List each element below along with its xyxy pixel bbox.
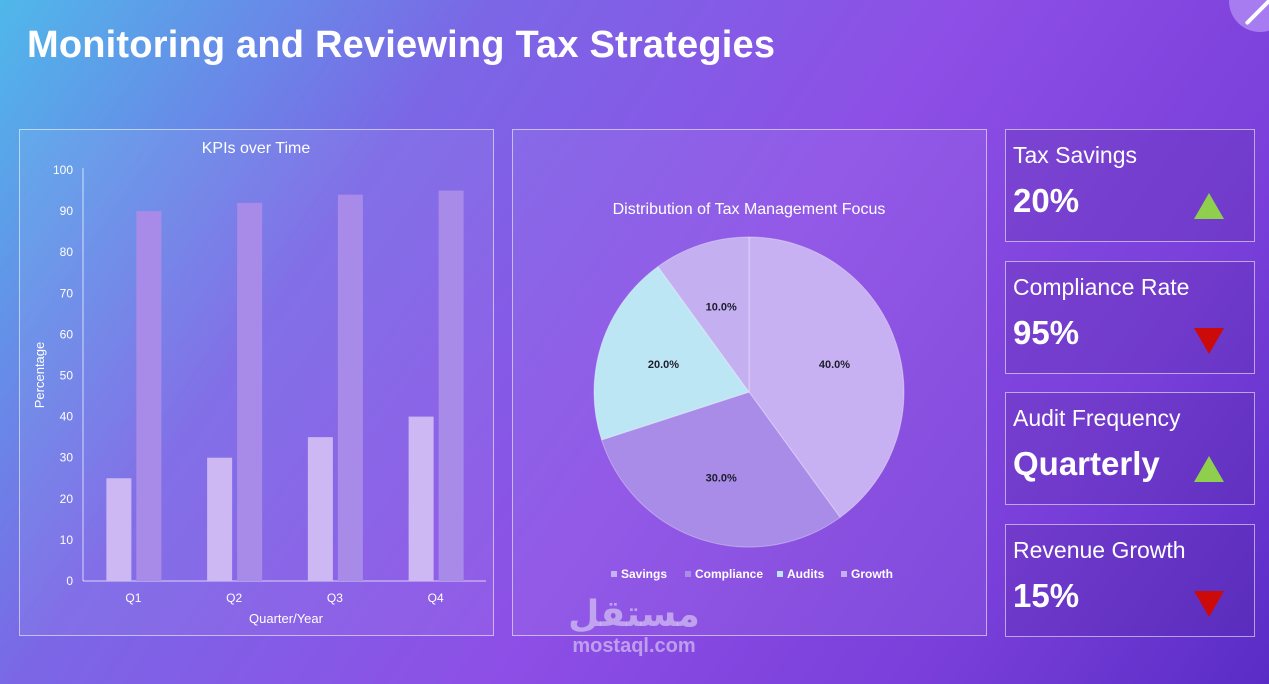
kpi-card-compliance-rate: Compliance Rate 95% [1005, 261, 1255, 374]
legend-entry: Compliance [695, 567, 763, 581]
kpi-card-revenue-growth: Revenue Growth 15% [1005, 524, 1255, 637]
bar [106, 478, 132, 581]
watermark-url: mostaql.com [572, 635, 696, 657]
pie-chart-panel: Distribution of Tax Management Focus 40.… [512, 129, 987, 636]
pie-slice [593, 265, 750, 441]
legend-swatch [841, 571, 847, 577]
kpi-card-audit-frequency: Audit Frequency Quarterly [1005, 392, 1255, 505]
page-title: Monitoring and Reviewing Tax Strategies [27, 24, 776, 66]
kpi-value: 20% [1013, 182, 1080, 219]
y-tick-label: 90 [60, 204, 74, 218]
x-tick-label: Q2 [226, 591, 242, 605]
pie-slice-label: 40.0% [819, 359, 850, 371]
y-tick-label: 60 [60, 327, 74, 341]
bar [408, 416, 434, 581]
x-tick-label: Q3 [327, 591, 343, 605]
pie-slice [657, 236, 750, 394]
kpi-label: Tax Savings [1013, 142, 1138, 168]
bar-chart-title: KPIs over Time [202, 140, 311, 157]
bar-chart: KPIs over Time Quarter/Year Percentage 0… [32, 140, 486, 626]
pie-slice-label: 30.0% [706, 472, 737, 484]
legend-swatch [611, 571, 617, 577]
legend-swatch [685, 571, 691, 577]
bar-chart-xlabel: Quarter/Year [249, 611, 324, 626]
trend-down-icon [1194, 591, 1224, 617]
y-tick-label: 20 [60, 492, 74, 506]
y-tick-label: 100 [53, 163, 73, 177]
pie-slice-label: 10.0% [706, 302, 737, 314]
bar [438, 190, 464, 582]
kpi-label: Compliance Rate [1013, 274, 1190, 300]
y-tick-label: 80 [60, 245, 74, 259]
x-tick-label: Q1 [125, 591, 141, 605]
pie-chart-title: Distribution of Tax Management Focus [613, 201, 886, 218]
kpi-value: Quarterly [1013, 445, 1160, 482]
watermark-logo: مستقل [568, 593, 700, 634]
legend-entry: Growth [851, 567, 893, 581]
y-tick-label: 50 [60, 369, 74, 383]
trend-up-icon [1194, 193, 1224, 219]
x-tick-label: Q4 [428, 591, 444, 605]
kpi-label: Audit Frequency [1013, 405, 1181, 431]
bar-chart-ylabel: Percentage [32, 342, 47, 409]
bar [136, 211, 162, 581]
kpi-value: 15% [1013, 577, 1080, 614]
bar [337, 194, 363, 581]
kpi-value: 95% [1013, 314, 1080, 351]
edit-pencil-icon[interactable] [1229, 0, 1269, 32]
y-tick-label: 40 [60, 410, 74, 424]
pie-slice [600, 391, 841, 548]
trend-up-icon [1194, 456, 1224, 482]
y-tick-label: 0 [66, 574, 73, 588]
kpi-label: Revenue Growth [1013, 537, 1186, 563]
kpi-card-tax-savings: Tax Savings 20% [1005, 129, 1255, 242]
bar-chart-panel: KPIs over Time Quarter/Year Percentage 0… [19, 129, 494, 636]
y-tick-label: 70 [60, 286, 74, 300]
bar [207, 457, 233, 581]
legend-entry: Savings [621, 567, 667, 581]
pie-slice [748, 236, 905, 519]
y-tick-label: 30 [60, 451, 74, 465]
bar [237, 202, 263, 581]
watermark: مستقل mostaql.com [556, 593, 712, 657]
bar [307, 437, 333, 581]
pie-slice-label: 20.0% [648, 359, 679, 371]
pie-chart: Distribution of Tax Management Focus 40.… [593, 201, 905, 581]
legend-swatch [777, 571, 783, 577]
trend-down-icon [1194, 328, 1224, 354]
legend-entry: Audits [787, 567, 825, 581]
y-tick-label: 10 [60, 533, 74, 547]
